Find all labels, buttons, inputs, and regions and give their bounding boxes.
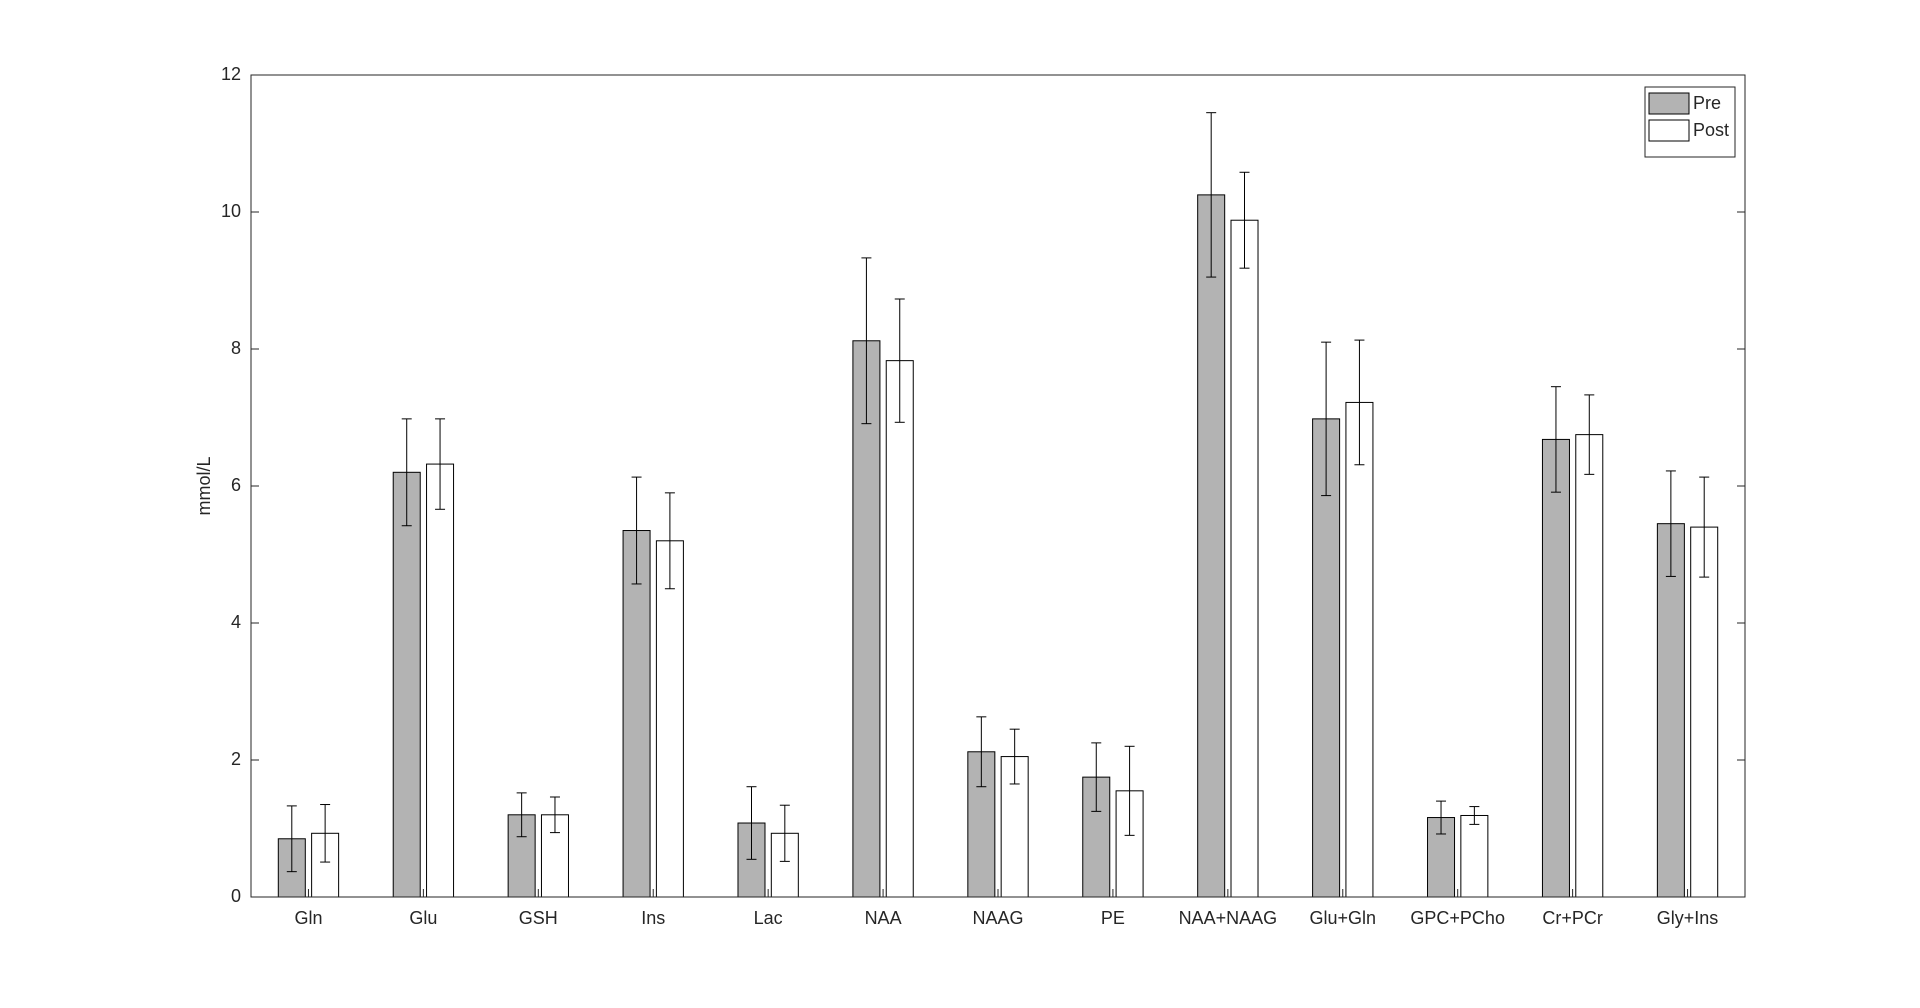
- bar: [1312, 418, 1341, 898]
- bar: [1197, 194, 1226, 898]
- y-tick-label: 12: [221, 64, 241, 84]
- legend-label: Post: [1693, 120, 1729, 140]
- bar: [1656, 523, 1685, 898]
- bar: [1460, 814, 1489, 898]
- x-tick-label: Gln: [294, 908, 322, 928]
- bar: [1575, 434, 1604, 898]
- x-tick-label: Ins: [641, 908, 665, 928]
- x-tick-label: Lac: [754, 908, 783, 928]
- x-tick-label: NAA+NAAG: [1179, 908, 1278, 928]
- bar: [1690, 526, 1719, 898]
- bar: [1000, 756, 1029, 898]
- x-tick-label: PE: [1101, 908, 1125, 928]
- x-tick-label: GSH: [519, 908, 558, 928]
- x-tick-label: NAA: [865, 908, 902, 928]
- y-tick-label: 10: [221, 201, 241, 221]
- legend-swatch: [1648, 92, 1690, 115]
- x-tick-label: Glu: [409, 908, 437, 928]
- axes-box: [250, 74, 1746, 898]
- bar: [1230, 219, 1259, 898]
- legend-label: Pre: [1693, 93, 1721, 113]
- bar: [655, 540, 684, 898]
- legend-swatch: [1648, 119, 1690, 142]
- bar: [885, 360, 914, 898]
- x-tick-label: Glu+Gln: [1309, 908, 1376, 928]
- y-tick-label: 4: [231, 612, 241, 632]
- x-tick-label: NAAG: [972, 908, 1023, 928]
- x-tick-label: Cr+PCr: [1542, 908, 1603, 928]
- y-axis-label: mmol/L: [194, 456, 214, 515]
- bar: [622, 530, 651, 898]
- bar: [426, 463, 455, 898]
- y-tick-label: 8: [231, 338, 241, 358]
- bar: [852, 340, 881, 898]
- y-tick-label: 2: [231, 749, 241, 769]
- x-tick-label: Gly+Ins: [1657, 908, 1719, 928]
- bar: [392, 471, 421, 898]
- x-tick-label: GPC+PCho: [1410, 908, 1505, 928]
- bar: [1345, 401, 1374, 898]
- y-tick-label: 6: [231, 475, 241, 495]
- y-tick-label: 0: [231, 886, 241, 906]
- bar: [1541, 438, 1570, 898]
